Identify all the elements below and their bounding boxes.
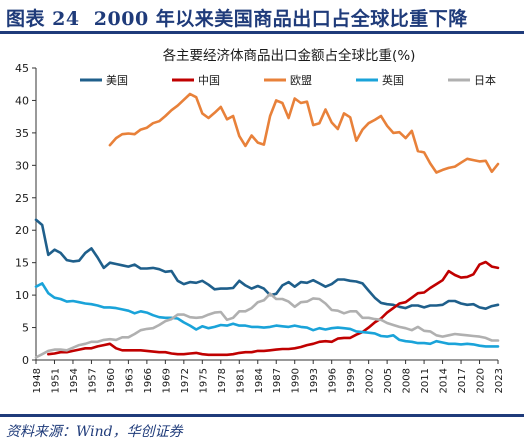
x-tick-label: 1984 — [254, 368, 265, 393]
legend-label: 美国 — [106, 74, 128, 87]
x-tick-label: 1957 — [87, 368, 98, 393]
x-tick-label: 2017 — [457, 368, 468, 393]
x-tick-label: 1996 — [328, 368, 339, 393]
y-tick-label: 10 — [15, 289, 29, 302]
x-tick-label: 1969 — [161, 368, 172, 393]
y-tick-label: 30 — [15, 159, 29, 172]
y-tick-label: 40 — [15, 94, 29, 107]
y-tick-label: 15 — [15, 257, 29, 270]
figure-title: 图表 24 2000 年以来美国商品出口占全球比重下降 — [6, 4, 468, 31]
chart-legend: 美国 中国 欧盟 英国 日本 — [80, 73, 496, 87]
x-tick-label: 1993 — [309, 368, 320, 393]
legend-label: 欧盟 — [290, 74, 312, 87]
figure-caption: 2000 年以来美国商品出口占全球比重下降 — [93, 8, 468, 30]
y-tick-label: 0 — [22, 354, 29, 367]
x-tick-label: 1981 — [235, 368, 246, 393]
x-tick-label: 1987 — [272, 368, 283, 393]
chart-series — [34, 92, 500, 359]
y-tick-label: 5 — [22, 322, 29, 335]
series-line — [34, 282, 500, 348]
legend-label: 中国 — [198, 74, 220, 87]
x-tick-label: 2020 — [476, 368, 487, 393]
x-tick-label: 2011 — [420, 368, 431, 393]
legend-label: 英国 — [382, 73, 404, 87]
chart-container: 各主要经济体商品出口金额占全球比重(%) 美国 中国 欧盟 英国 日本 0 5 10 15 20… — [0, 36, 524, 414]
x-tick-label: 1951 — [50, 368, 61, 393]
x-tick-label: 1948 — [32, 368, 43, 393]
x-tick-label: 2023 — [494, 368, 505, 393]
line-chart: 各主要经济体商品出口金额占全球比重(%) 美国 中国 欧盟 英国 日本 0 5 10 15 20… — [15, 47, 505, 393]
x-tick-label: 1954 — [69, 368, 80, 393]
x-tick-label: 2002 — [365, 368, 376, 393]
x-tick-label: 2008 — [402, 368, 413, 393]
source-note: 资料来源：Wind，华创证券 — [6, 424, 183, 440]
y-tick-label: 25 — [15, 192, 29, 205]
x-tick-label: 1990 — [291, 368, 302, 393]
x-tick-label: 1963 — [124, 368, 135, 393]
x-tick-label: 2005 — [383, 368, 394, 393]
x-tick-label: 1999 — [346, 368, 357, 393]
x-tick-label: 1966 — [143, 368, 154, 393]
x-tick-label: 1975 — [198, 368, 209, 393]
x-tick-label: 1972 — [180, 368, 191, 393]
y-tick-label: 35 — [15, 127, 29, 140]
figure-number: 图表 24 — [6, 8, 80, 30]
chart-axes: 0 5 10 15 20 25 30 35 40 45 1948 1951 1954 1957 1960 19… — [15, 62, 505, 393]
header-divider — [0, 31, 524, 34]
series-line — [47, 260, 500, 357]
series-line — [108, 92, 500, 174]
figure-header: 图表 24 2000 年以来美国商品出口占全球比重下降 — [0, 0, 524, 36]
legend-label: 日本 — [474, 73, 496, 87]
series-line — [34, 292, 500, 359]
chart-title: 各主要经济体商品出口金额占全球比重(%) — [163, 47, 416, 64]
x-tick-label: 1978 — [217, 368, 228, 393]
y-tick-label: 20 — [15, 224, 29, 237]
footer-divider — [0, 414, 524, 417]
y-tick-label: 45 — [15, 62, 29, 75]
x-tick-label: 1960 — [106, 368, 117, 393]
series-line — [34, 218, 500, 310]
x-tick-label: 2014 — [439, 368, 450, 393]
